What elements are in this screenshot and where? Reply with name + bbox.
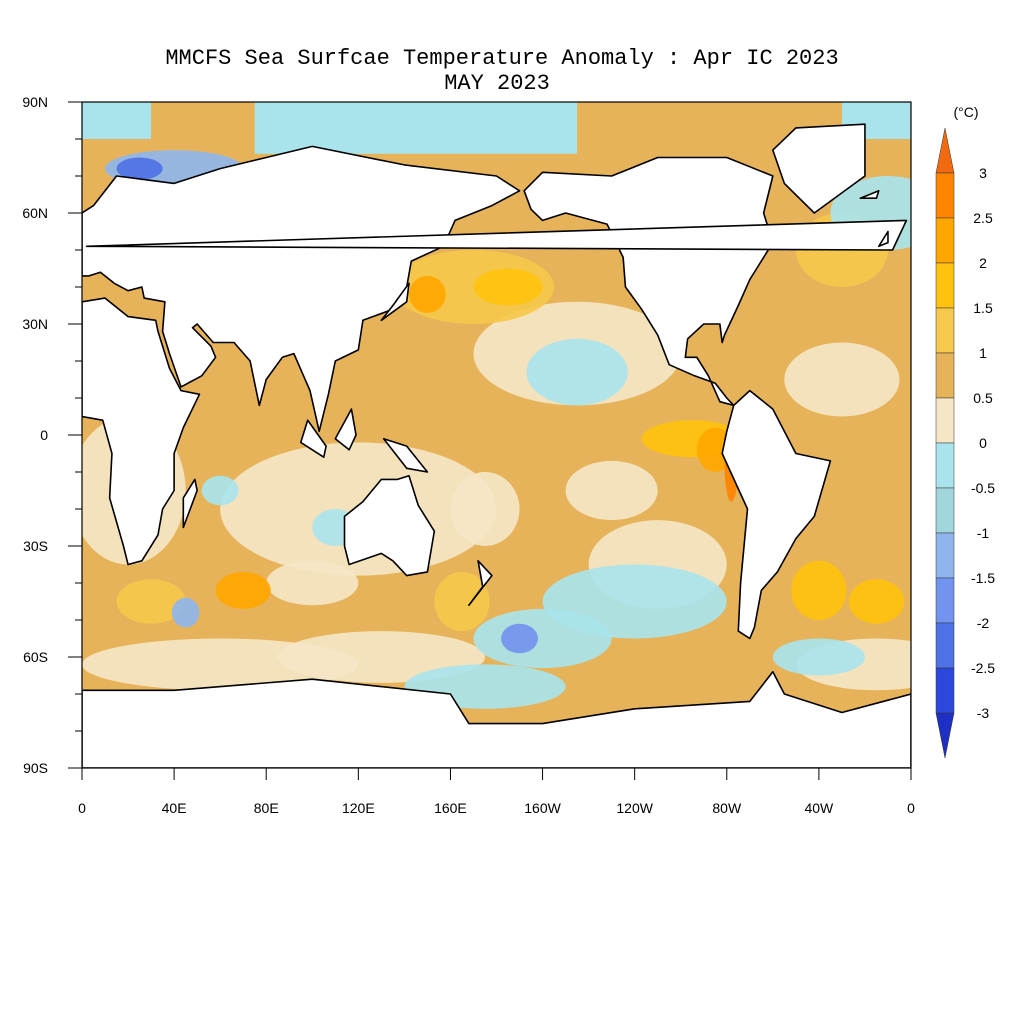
anomaly-region [215,571,271,609]
land [82,670,911,768]
colorbar-label: 0.5 [973,390,993,406]
colorbar: 3 2.5 2 1.5 1 0.5 0 -0.5 -1 -1.5 -2 -2.5 -3 [935,127,995,759]
land [859,190,880,199]
anomaly-region [171,597,200,628]
x-tick-label: 120W [616,800,653,816]
anomaly-region [266,560,359,606]
colorbar-box [935,667,955,714]
x-tick-label: 160E [434,800,467,816]
x-tick-label: 80W [712,800,742,816]
land [772,123,866,214]
colorbar-box [935,622,955,669]
axes: 0 40E 80E 120E 160E 160W 120W 80W 40W 0 90N 60N 30N 0… [22,94,915,816]
colorbar-box [935,487,955,534]
anomaly-region [408,275,446,313]
land [82,297,201,566]
map-plot [82,102,911,768]
colorbar-label: -1 [977,525,990,541]
colorbar-box [935,532,955,579]
subtitle: MAY 2023 [444,71,550,96]
anomaly-region [848,579,905,624]
y-tick-label: 90N [22,94,48,110]
arctic-ice [254,102,578,154]
colorbar-box [935,262,955,309]
anomaly-region [434,571,490,632]
x-tick-label: 160W [524,800,561,816]
land [343,474,436,577]
land [299,419,327,459]
colorbar-label: 3 [979,165,987,181]
colorbar-triangle [935,127,955,174]
y-tick-label: 60S [23,649,48,665]
colorbar-box [935,172,955,219]
x-tick-label: 0 [78,800,86,816]
anomaly-region [450,472,520,546]
land [523,156,774,407]
land [85,219,908,251]
colorbar-box [935,577,955,624]
colorbar-box [935,442,955,489]
land [877,230,889,248]
anomaly-region [116,157,163,180]
arctic-ice [82,102,152,139]
x-tick-label: 40W [804,800,834,816]
colorbar-label: 2 [979,255,987,271]
land [334,408,357,451]
anomaly-region [501,623,538,654]
land [380,282,410,322]
anomaly-region [116,579,186,624]
colorbar-box [935,307,955,354]
anomaly-region [473,608,612,669]
land [382,437,429,473]
y-tick-label: 90S [23,760,48,776]
colorbar-label: 1 [979,345,987,361]
colorbar-label: -2.5 [971,660,995,676]
colorbar-label: -0.5 [971,480,995,496]
colorbar-label: 2.5 [973,210,993,226]
colorbar-label: 0 [979,435,987,451]
land [82,145,521,433]
land [182,478,198,529]
anomaly-region [201,475,239,506]
x-tick-label: 120E [342,800,375,816]
colorbar-label: -2 [977,615,990,631]
y-tick-label: 30N [22,316,48,332]
anomaly-region [526,338,628,406]
title: MMCFS Sea Surfcae Temperature Anomaly : … [165,46,838,71]
land [468,559,493,607]
colorbar-label: 1.5 [973,300,993,316]
anomaly-region [791,560,847,621]
anomaly-region [473,268,543,306]
colorbar-box [935,397,955,444]
x-tick-label: 0 [907,800,915,816]
colorbar-triangle [935,712,955,759]
anomaly-region [772,638,865,676]
colorbar-unit: (°C) [953,104,978,120]
x-tick-label: 40E [162,800,187,816]
anomaly-region [784,342,900,417]
y-tick-label: 60N [22,205,48,221]
colorbar-label: -3 [977,705,990,721]
y-tick-label: 30S [23,538,48,554]
colorbar-box [935,352,955,399]
land [721,389,832,640]
colorbar-label: -1.5 [971,570,995,586]
x-tick-label: 80E [254,800,279,816]
y-tick-label: 0 [40,427,48,443]
anomaly-region [565,460,658,521]
colorbar-box [935,217,955,264]
